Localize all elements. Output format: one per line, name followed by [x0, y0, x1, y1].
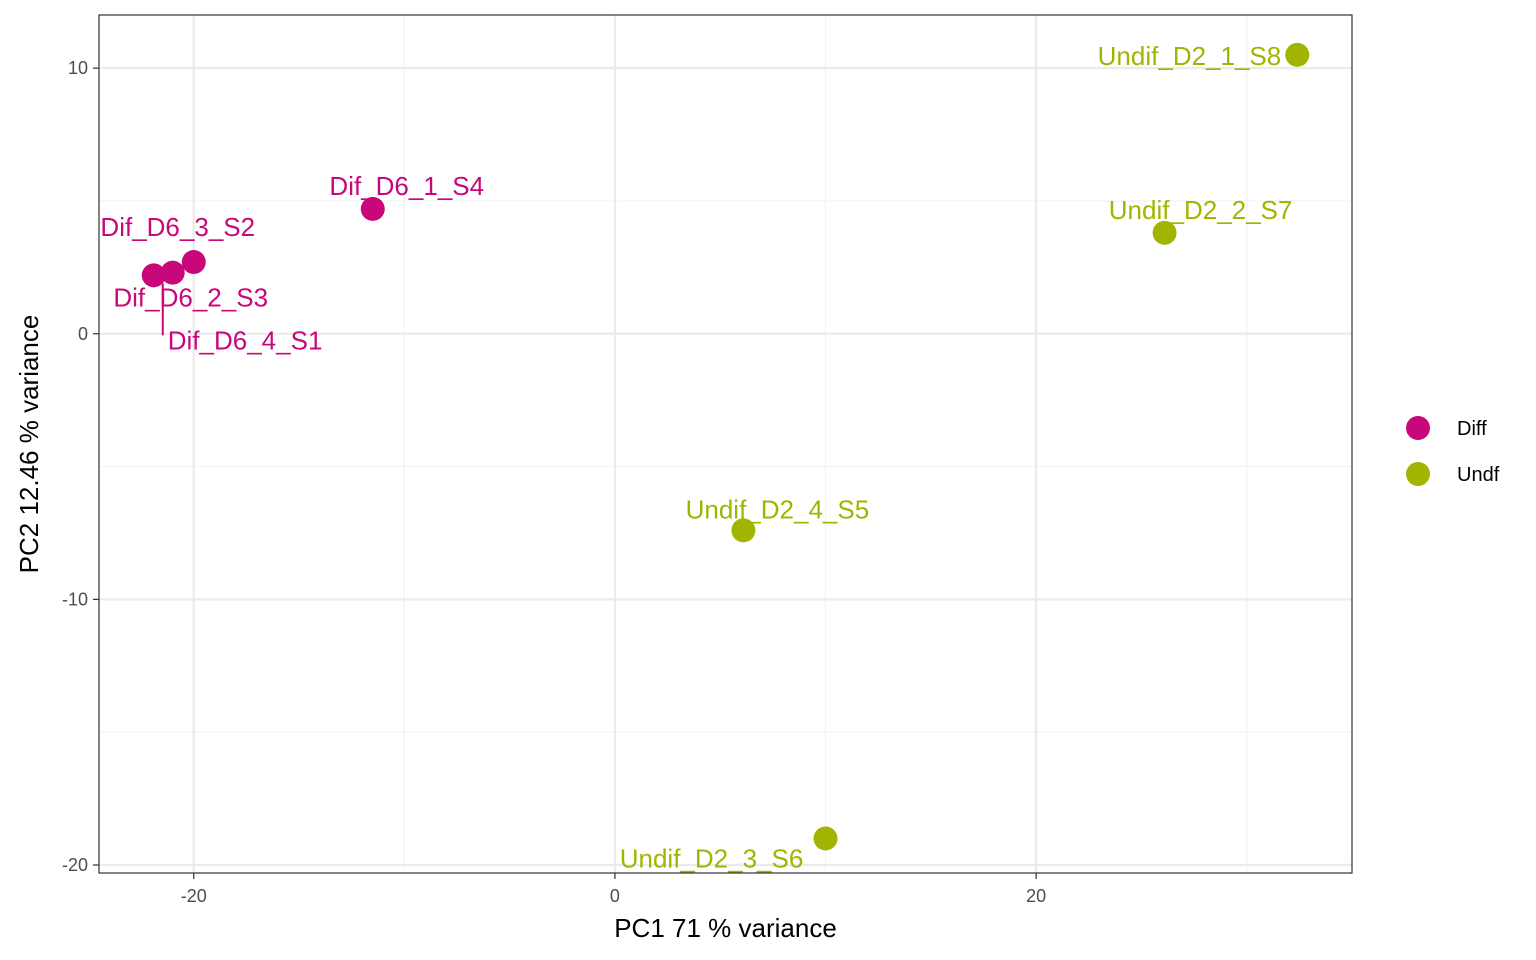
label-dif-d6-3-s2: Dif_D6_3_S2	[100, 212, 255, 242]
x-tick-label: -20	[181, 886, 207, 906]
point-dif-d6-4-s1	[141, 263, 166, 288]
label-dif-d6-4-s1: Dif_D6_4_S1	[168, 325, 323, 355]
label-dif-d6-1-s4: Dif_D6_1_S4	[329, 171, 484, 201]
legend-label-undf: Undf	[1457, 464, 1500, 486]
point-dif-d6-3-s2	[181, 250, 206, 275]
label-undif-d2-3-s6: Undif_D2_3_S6	[620, 843, 804, 873]
point-undif-d2-2-s7	[1152, 220, 1177, 245]
y-tick-label: 0	[78, 324, 88, 344]
legend-label-diff: Diff	[1457, 418, 1487, 440]
y-tick-label: -20	[62, 855, 88, 875]
y-tick-label: -10	[62, 589, 88, 609]
point-dif-d6-1-s4	[360, 196, 385, 221]
axis-ticks: -20 0 20 10 0 -10 -20	[62, 58, 1046, 906]
point-undif-d2-1-s8	[1285, 42, 1310, 67]
panel-border	[98, 14, 1353, 874]
point-undif-d2-4-s5	[731, 518, 756, 543]
y-tick-label: 10	[68, 58, 88, 78]
point-undif-d2-3-s6	[813, 826, 838, 851]
label-undif-d2-1-s8: Undif_D2_1_S8	[1098, 41, 1282, 71]
point-dif-d6-2-s3	[160, 260, 185, 285]
legend-key-undf	[1406, 462, 1430, 486]
label-dif-d6-2-s3: Dif_D6_2_S3	[113, 283, 268, 313]
x-tick-label: 0	[610, 886, 620, 906]
y-axis-title: PC2 12.46 % variance	[14, 315, 44, 574]
label-undif-d2-4-s5: Undif_D2_4_S5	[686, 494, 870, 524]
grid	[99, 15, 1352, 873]
x-axis-title: PC1 71 % variance	[614, 913, 837, 943]
data-points	[141, 42, 1310, 851]
point-labels: Dif_D6_1_S4 Dif_D6_3_S2 Dif_D6_2_S3 Dif_D6_…	[100, 41, 1292, 874]
legend: Diff Undf	[1406, 416, 1500, 486]
legend-key-diff	[1406, 416, 1430, 440]
label-undif-d2-2-s7: Undif_D2_2_S7	[1109, 195, 1293, 225]
x-tick-label: 20	[1026, 886, 1046, 906]
